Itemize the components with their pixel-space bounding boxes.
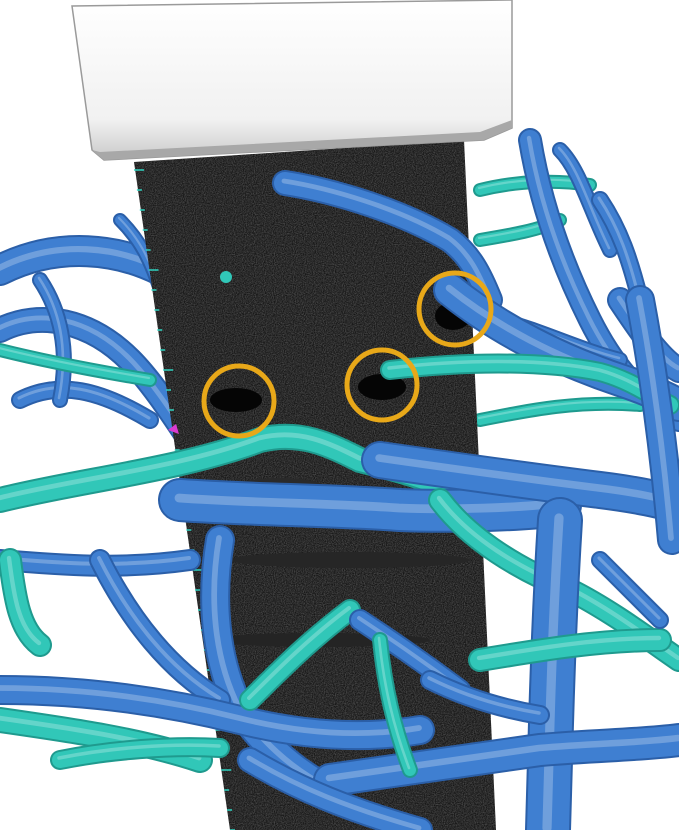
- vessel-tree-front: [0, 170, 679, 830]
- marker-rings: [201, 270, 494, 439]
- vessel-back-3-highlight: [37, 276, 65, 400]
- vessel-front-12: [0, 677, 433, 749]
- vessel-front-4-highlight: [174, 493, 564, 514]
- vessel-front-15: [241, 601, 359, 709]
- vessel-front-22-highlight: [246, 755, 422, 830]
- vessel-front-9: [0, 550, 50, 655]
- vessel-front-15-highlight: [247, 606, 351, 700]
- vessel-front-20-highlight: [377, 636, 411, 770]
- vessel-front-0-highlight: [281, 178, 492, 301]
- ultrasound-probe: [71, 0, 513, 161]
- vessel-front-23-highlight: [636, 295, 674, 541]
- vessel-front-22: [239, 749, 431, 830]
- vessel-front-14: [52, 739, 228, 768]
- vessel-back-3: [34, 274, 70, 406]
- vessel-front-21-highlight: [427, 676, 541, 715]
- vessel-front-7: [527, 499, 581, 830]
- vessel-front-7-highlight: [542, 513, 564, 830]
- marker-ring-left: [201, 363, 277, 439]
- vessel-front-0: [274, 172, 501, 311]
- vessel-back-4-highlight: [0, 347, 151, 380]
- vessel-front-14-highlight: [57, 743, 221, 760]
- vessel-front-18: [470, 630, 670, 670]
- small-vessel-dot: [220, 271, 232, 283]
- vessel-front-11: [91, 551, 229, 709]
- vessel-back-9: [554, 144, 616, 256]
- vessel-back-2-highlight: [17, 386, 151, 420]
- marker-ring-center: [344, 347, 420, 423]
- vessel-front-11-highlight: [97, 556, 221, 700]
- vessel-back-1-highlight: [0, 315, 192, 441]
- vessel-back-9-highlight: [557, 146, 611, 250]
- vessel-tree-back: [0, 128, 679, 453]
- vessel-front-18-highlight: [476, 635, 662, 661]
- vessel-front-19-highlight: [597, 556, 661, 620]
- vessel-front-4: [160, 480, 580, 531]
- vessel-front-17: [315, 725, 679, 795]
- vessel-front-19: [593, 553, 667, 627]
- vessel-back-2: [13, 382, 157, 427]
- vessel-back-13-highlight: [477, 400, 641, 420]
- marker-accent: [168, 424, 179, 434]
- vessel-front-20: [374, 634, 416, 776]
- vessel-back-4: [0, 345, 155, 385]
- vessel-front-21: [422, 672, 548, 723]
- vessel-front-17-highlight: [325, 734, 679, 782]
- vessel-front-9-highlight: [6, 555, 42, 646]
- vessel-front-12-highlight: [0, 685, 422, 737]
- probe-edge: [92, 120, 512, 160]
- vessel-back-13: [475, 398, 645, 425]
- vessel-front-23: [627, 287, 679, 553]
- marker-ring-right: [416, 270, 494, 348]
